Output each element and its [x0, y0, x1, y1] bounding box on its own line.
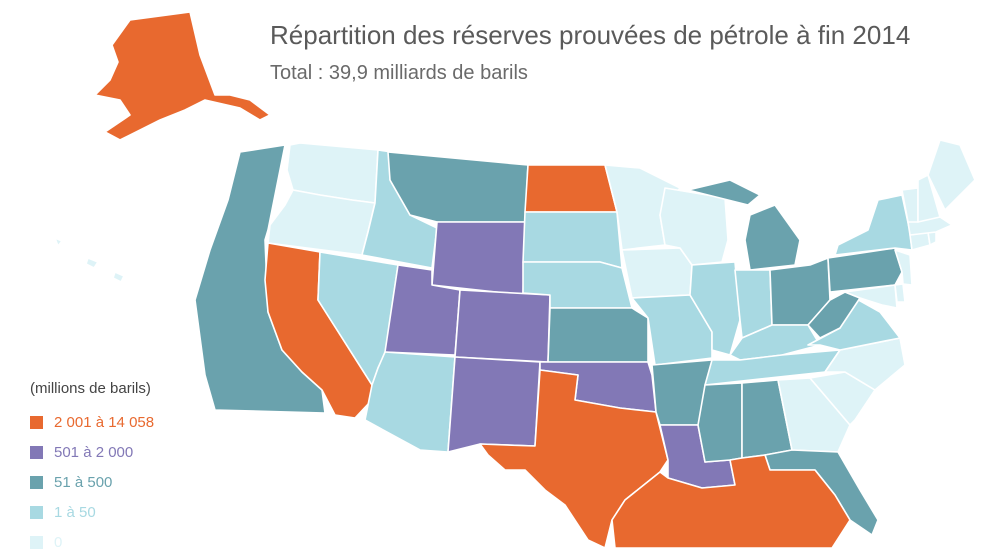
region-iowa[interactable]	[622, 248, 692, 298]
map-legend: (millions de barils) 2 001 à 14 058 501 …	[30, 380, 154, 557]
legend-swatch	[30, 446, 43, 459]
legend-item: 51 à 500	[30, 467, 154, 497]
legend-item: 1 à 50	[30, 497, 154, 527]
map-subtitle: Total : 39,9 milliards de barils	[270, 62, 528, 85]
region-hawaii[interactable]	[55, 238, 124, 282]
region-north-dakota[interactable]	[525, 165, 617, 212]
legend-label: 501 à 2 000	[54, 444, 133, 461]
legend-title: (millions de barils)	[30, 380, 154, 397]
region-kansas[interactable]	[548, 308, 648, 362]
region-rhode-island[interactable]	[928, 232, 936, 245]
legend-swatch	[30, 476, 43, 489]
legend-swatch	[30, 416, 43, 429]
legend-item: 0	[30, 527, 154, 557]
region-alaska[interactable]	[95, 12, 270, 140]
legend-item: 2 001 à 14 058	[30, 407, 154, 437]
region-montana[interactable]	[388, 152, 528, 222]
map-title: Répartition des réserves prouvées de pét…	[270, 20, 910, 51]
region-arizona[interactable]	[365, 352, 455, 452]
legend-label: 2 001 à 14 058	[54, 414, 154, 431]
region-south-dakota[interactable]	[523, 212, 622, 268]
legend-label: 1 à 50	[54, 504, 96, 521]
legend-swatch	[30, 536, 43, 549]
region-new-mexico[interactable]	[448, 357, 540, 452]
region-wyoming[interactable]	[432, 222, 525, 295]
region-delaware[interactable]	[895, 284, 905, 302]
region-colorado[interactable]	[455, 290, 550, 362]
region-mississippi[interactable]	[698, 383, 742, 462]
legend-label: 51 à 500	[54, 474, 112, 491]
region-new-york[interactable]	[835, 195, 912, 255]
legend-item: 501 à 2 000	[30, 437, 154, 467]
legend-swatch	[30, 506, 43, 519]
legend-label: 0	[54, 534, 62, 551]
